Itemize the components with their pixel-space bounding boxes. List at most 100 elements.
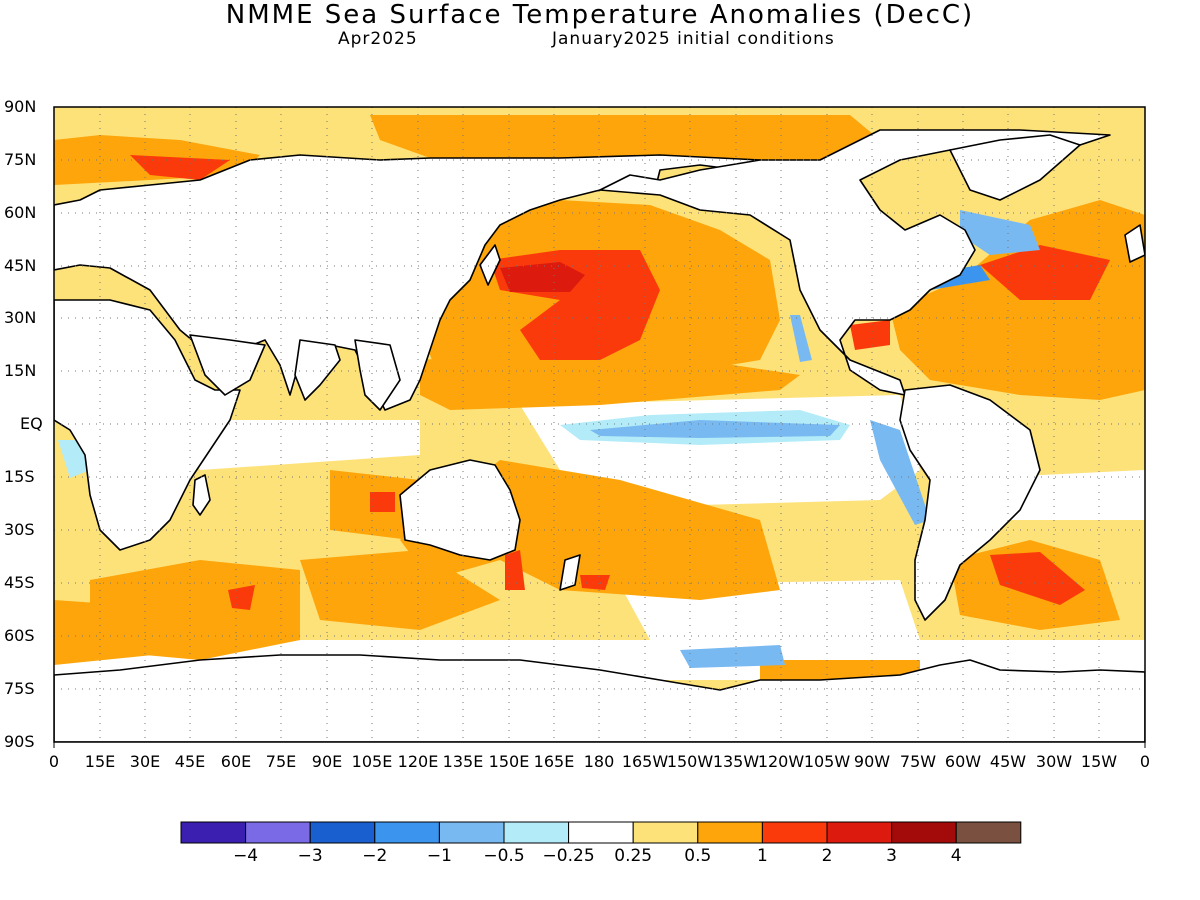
nz-hot bbox=[580, 575, 610, 590]
lon-label: 45E bbox=[174, 752, 206, 771]
indian-ocean-neutral bbox=[180, 420, 420, 470]
lon-label: 120W bbox=[757, 752, 805, 771]
colorbar-swatch bbox=[955, 821, 1022, 844]
initial-conditions: January2025 initial conditions bbox=[552, 29, 835, 49]
colorbar-tick-label: −2 bbox=[362, 846, 388, 866]
australia bbox=[399, 459, 521, 561]
colorbar-tick-label: 0.25 bbox=[614, 846, 653, 866]
colorbar-tick-label: 3 bbox=[886, 846, 898, 866]
lon-label: 60W bbox=[944, 752, 982, 771]
new-zealand bbox=[559, 554, 581, 591]
south-atlantic-hot bbox=[990, 552, 1085, 605]
colorbar-swatch bbox=[761, 821, 828, 844]
north-america bbox=[599, 129, 1111, 396]
peru-coast-cool bbox=[870, 420, 930, 525]
lon-label: 180 bbox=[583, 752, 615, 771]
colorbar-tick-label: 2 bbox=[821, 846, 833, 866]
barents-hot bbox=[130, 155, 230, 180]
agulhas-hot-spot bbox=[228, 585, 255, 610]
axis-ticks bbox=[53, 742, 1146, 748]
lat-label: 75S bbox=[4, 679, 35, 698]
lon-label: 105E bbox=[351, 752, 393, 771]
antarctica bbox=[54, 654, 1145, 742]
colorbar-tick-label: −0.25 bbox=[542, 846, 595, 866]
lon-label: 90W bbox=[853, 752, 891, 771]
lon-label: 30E bbox=[129, 752, 161, 771]
colorbar-swatch bbox=[891, 821, 957, 844]
lon-label: 75E bbox=[265, 752, 297, 771]
lat-label: 75N bbox=[4, 150, 37, 169]
gulf-of-mexico-hot bbox=[850, 320, 890, 350]
southeast-asia bbox=[354, 339, 401, 411]
colorbar-tick-label: −0.5 bbox=[483, 846, 525, 866]
south-america bbox=[899, 384, 1041, 621]
colorbar-swatch bbox=[503, 821, 570, 844]
arabia bbox=[189, 334, 266, 396]
colorbar-swatch bbox=[568, 821, 634, 844]
lon-label: 30W bbox=[1035, 752, 1073, 771]
lat-label: 60S bbox=[4, 626, 35, 645]
colorbar-swatch bbox=[632, 821, 699, 844]
lon-label: 105W bbox=[803, 752, 851, 771]
india bbox=[294, 339, 341, 401]
colorbar-swatch bbox=[180, 821, 247, 844]
colorbar bbox=[180, 821, 1022, 844]
lat-label: 45N bbox=[4, 256, 37, 275]
lat-label: EQ bbox=[20, 414, 43, 433]
colorbar-tick-label: −4 bbox=[233, 846, 259, 866]
uk bbox=[1124, 224, 1145, 263]
mid-atlantic-hot bbox=[980, 245, 1110, 300]
colorbar-swatch bbox=[245, 821, 311, 844]
colorbar-swatch bbox=[374, 821, 440, 844]
colorbar-swatch bbox=[309, 821, 376, 844]
indian-ocean-hot-spot bbox=[370, 492, 395, 512]
california-coast-cool bbox=[790, 315, 812, 362]
lon-label: 45W bbox=[989, 752, 1027, 771]
colorbar-tick-label: −3 bbox=[297, 846, 323, 866]
southern-indian-band-warm bbox=[300, 550, 500, 630]
tasman-hot bbox=[505, 550, 525, 590]
lat-label: 15S bbox=[4, 467, 35, 486]
kuroshio-extension-very-hot bbox=[500, 262, 585, 292]
map-frame bbox=[53, 106, 1146, 743]
lon-label: 75W bbox=[899, 752, 937, 771]
labrador-cool bbox=[960, 210, 1040, 255]
lon-label: 15W bbox=[1080, 752, 1118, 771]
lon-label: 150E bbox=[488, 752, 530, 771]
colorbar-tick-label: 0.5 bbox=[684, 846, 712, 866]
lat-label: 90N bbox=[4, 97, 37, 116]
lon-label: 135W bbox=[712, 752, 760, 771]
southern-ocean-warm bbox=[54, 600, 300, 665]
land bbox=[54, 129, 1145, 742]
southern-pacific-cool bbox=[680, 645, 785, 668]
graticule bbox=[54, 107, 1145, 742]
lon-label: 60E bbox=[220, 752, 252, 771]
colorbar-swatch bbox=[697, 821, 763, 844]
colorbar-tick-label: −1 bbox=[426, 846, 452, 866]
japan bbox=[479, 244, 501, 286]
colorbar-tick-label: 1 bbox=[756, 846, 768, 866]
lon-label: 90E bbox=[311, 752, 343, 771]
colorbar-swatch bbox=[826, 821, 893, 844]
lon-label: 165W bbox=[621, 752, 669, 771]
lat-label: 45S bbox=[4, 573, 35, 592]
africa bbox=[54, 299, 241, 551]
lon-label: 165E bbox=[533, 752, 575, 771]
chart-title: NMME Sea Surface Temperature Anomalies (… bbox=[225, 0, 975, 30]
lon-label: 0 bbox=[48, 752, 60, 771]
lat-label: 30N bbox=[4, 308, 37, 327]
tropical-west-pacific-warm bbox=[420, 350, 800, 410]
lon-label: 15E bbox=[84, 752, 116, 771]
lon-label: 0 bbox=[1139, 752, 1151, 771]
lat-label: 60N bbox=[4, 203, 37, 222]
lat-label: 15N bbox=[4, 361, 37, 380]
madagascar bbox=[192, 474, 211, 516]
lon-label: 120E bbox=[397, 752, 439, 771]
north-atlantic-warm bbox=[890, 200, 1145, 400]
lat-label: 90S bbox=[4, 732, 35, 751]
greenland bbox=[949, 134, 1081, 201]
colorbar-swatch bbox=[438, 821, 505, 844]
lon-label: 135E bbox=[442, 752, 484, 771]
forecast-month: Apr2025 bbox=[338, 29, 418, 49]
